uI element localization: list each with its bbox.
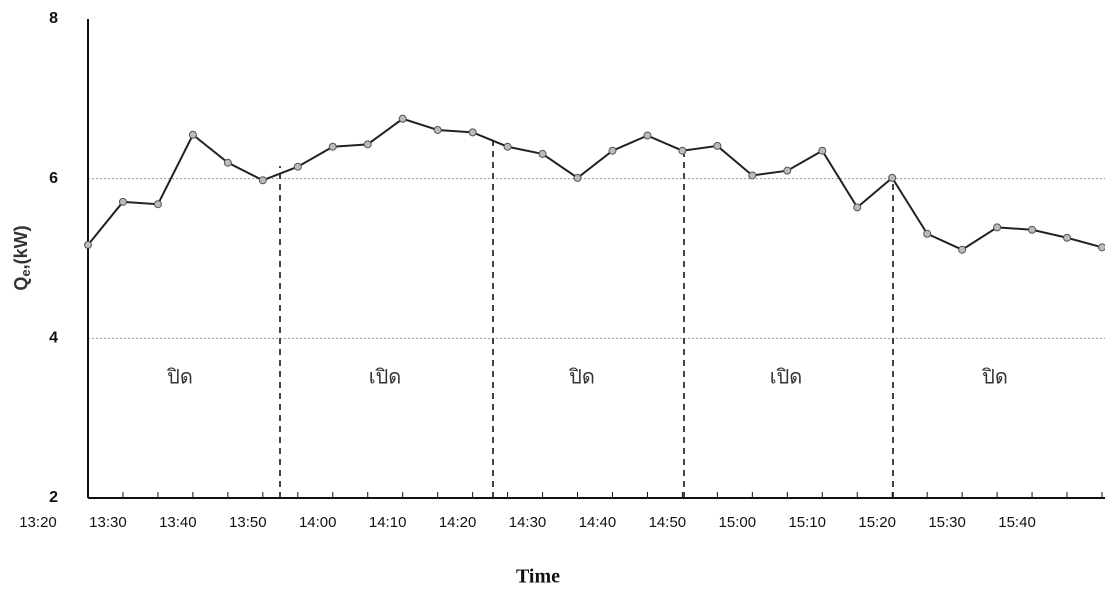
annotation: ปิด [982, 365, 1008, 389]
y-tick-label: 8 [49, 10, 58, 27]
x-tick-label: 15:20 [858, 514, 896, 531]
y-tick-label: 4 [49, 330, 58, 347]
y-tick-label: 6 [49, 170, 58, 187]
x-tick-label: 13:40 [159, 514, 197, 531]
point [224, 159, 231, 166]
point [399, 115, 406, 122]
point [574, 174, 581, 181]
point [889, 174, 896, 181]
point [1099, 244, 1105, 251]
point [994, 224, 1001, 231]
point [959, 246, 966, 253]
y-tick-label: 2 [49, 489, 58, 506]
point [434, 126, 441, 133]
point [154, 201, 161, 208]
point [1029, 226, 1036, 233]
point [784, 167, 791, 174]
point [329, 143, 336, 150]
point [189, 131, 196, 138]
x-tick-label: 13:50 [229, 514, 267, 531]
point [539, 150, 546, 157]
x-tick-label: 14:10 [369, 514, 407, 531]
point [119, 198, 126, 205]
x-tick-label: 14:20 [439, 514, 477, 531]
point [854, 204, 861, 211]
point [714, 142, 721, 149]
point [504, 143, 511, 150]
x-tick-label: 14:40 [579, 514, 617, 531]
annotation: ปิด [569, 365, 595, 389]
point [85, 241, 92, 248]
x-tick-label: 14:00 [299, 514, 337, 531]
annotation: เปิด [770, 365, 803, 389]
x-tick-label: 14:50 [649, 514, 687, 531]
chart: ปิด เปิด ปิด เปิด ปิด Time Qe,(kW) 2 4 6 8 1… [0, 0, 1105, 591]
point [609, 147, 616, 154]
point [259, 177, 266, 184]
x-tick-label: 15:30 [928, 514, 966, 531]
x-tick-label: 13:30 [89, 514, 127, 531]
point [1064, 234, 1071, 241]
point [749, 172, 756, 179]
point [679, 147, 686, 154]
point [294, 163, 301, 170]
x-tick-label: 13:20 [19, 514, 57, 531]
x-tick-label: 15:40 [998, 514, 1036, 531]
x-tick-label: 15:00 [719, 514, 757, 531]
annotation: เปิด [369, 365, 402, 389]
x-tick-label: 15:10 [788, 514, 826, 531]
series-line [88, 119, 1102, 250]
y-axis-label: Qe,(kW) [11, 225, 34, 290]
point [644, 132, 651, 139]
point [819, 147, 826, 154]
annotation: ปิด [167, 365, 193, 389]
y-label-sub: e [18, 269, 33, 276]
point [924, 230, 931, 237]
point [469, 129, 476, 136]
y-label-main: Q [11, 277, 31, 291]
x-tick-label: 14:30 [509, 514, 547, 531]
x-axis-label: Time [516, 566, 560, 588]
point [364, 141, 371, 148]
y-label-unit: ,(kW) [11, 225, 31, 269]
